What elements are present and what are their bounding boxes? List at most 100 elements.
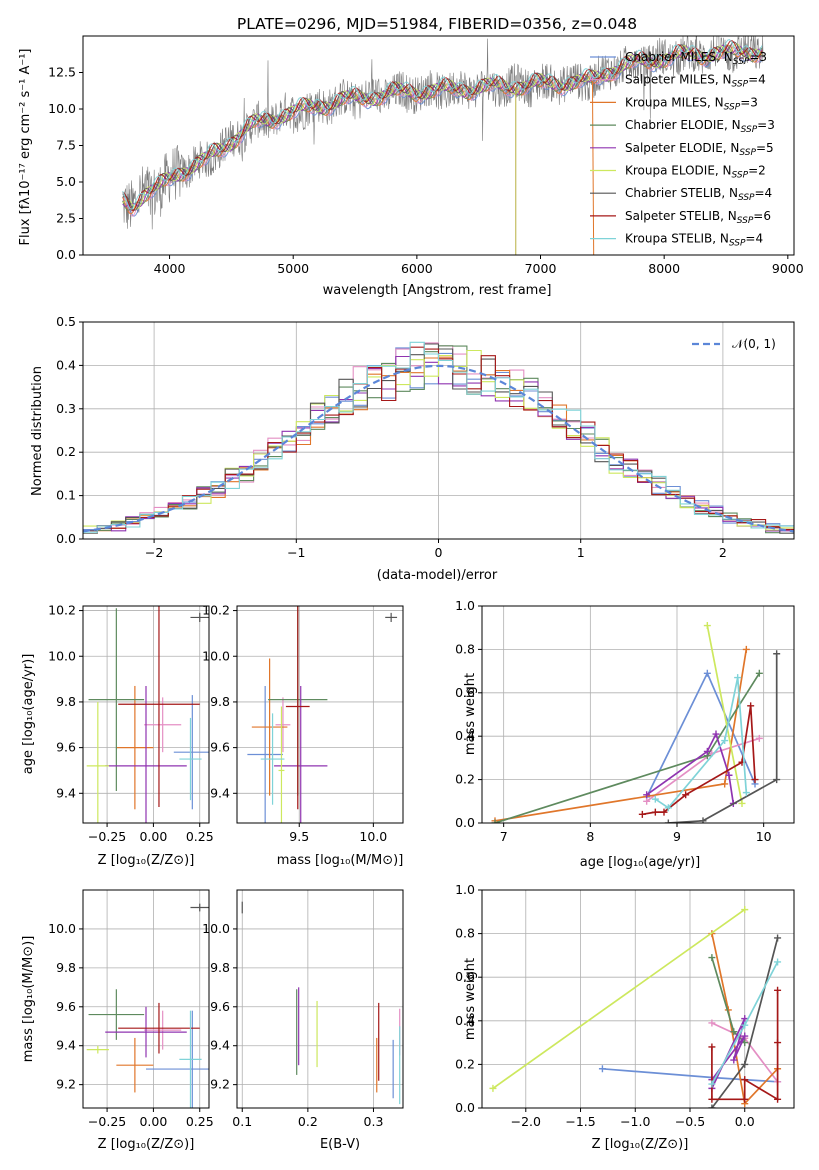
massweight-point-marker [651, 808, 659, 816]
massweight-vs-Z-panel: −2.0 −1.5 −1.0 −0.5 0.0 0.0 0.2 0.4 0.6 0.8 1.0 [455, 882, 795, 1129]
massweight-point-marker [703, 747, 711, 755]
y-tick-label: 9.8 [210, 694, 230, 709]
age-vs-Z-ylabel: age [log₁₀(age/yr)] [21, 654, 36, 775]
massweight-point-marker [638, 810, 646, 818]
y-tick-label: 0.2 [56, 444, 76, 459]
plot-content [86, 903, 209, 1108]
errorbar-salpeter_stelib [285, 606, 310, 810]
massweight-point-marker [741, 906, 749, 914]
x-tick-label: 10.0 [359, 829, 387, 844]
x-tick-label: 0.2 [298, 1114, 318, 1129]
massweight-point-marker [712, 730, 720, 738]
legend-entry-salpeter_stelib: Salpeter STELIB, NSSP=6 [625, 209, 771, 226]
x-tick-label: 7 [500, 829, 508, 844]
massweight-point-marker [708, 1043, 716, 1051]
x-tick-label: 0.0 [735, 1114, 755, 1129]
y-tick-label: 9.2 [56, 1077, 76, 1092]
axes-frame [82, 889, 210, 1109]
massweight-point-marker [741, 1021, 749, 1029]
massweight-point-marker [755, 669, 763, 677]
x-tick-label: 0.3 [364, 1114, 384, 1129]
grid [482, 889, 794, 1109]
spectrum-panel: 4000 5000 6000 7000 8000 9000 0.0 2.5 5.0 7.5 10.0… [48, 35, 804, 276]
y-tick-label: 0.6 [455, 685, 475, 700]
legend-entry-chabrier_miles: Chabrier MILES, NSSP=3 [625, 50, 767, 67]
plot-content [122, 36, 764, 255]
model-salpeter_stelib-line [122, 40, 763, 212]
x-tick-label: −2 [145, 545, 163, 560]
errorbar-salpeter_miles [144, 697, 182, 753]
age-vs-Z-xlabel: Z [log₁₀(Z/Z⊙)] [98, 853, 195, 868]
mass-vs-Z-ylabel: mass [log₁₀(M/M⊙)] [21, 936, 36, 1063]
plot-content [83, 341, 794, 535]
axes-frame [481, 605, 795, 824]
y-tick-label: 10.2 [202, 603, 230, 618]
massweight-point-marker [774, 934, 782, 942]
x-tick-label: 2 [719, 545, 727, 560]
age-vs-mass-xlabel: mass [log₁₀(M/M⊙)] [277, 853, 404, 868]
massweight-point-marker [773, 776, 781, 784]
massweight-salpeter_stelib-series [708, 986, 782, 1103]
massweight-point-marker [703, 669, 711, 677]
massweight-point-marker [598, 1065, 606, 1073]
x-tick-label: 8 [586, 829, 594, 844]
massweight-point-marker [664, 819, 672, 823]
y-tick-label: 2.5 [56, 211, 76, 226]
errorbar-kroupa_elodie [86, 701, 109, 823]
x-tick-label: 0.00 [139, 1114, 167, 1129]
spike-line [591, 81, 595, 255]
massweight-chabrier_elodie-series [708, 954, 749, 1047]
x-tick-label: 0 [435, 545, 443, 560]
legend-entry-salpeter_miles: Salpeter MILES, NSSP=4 [625, 73, 766, 90]
y-tick-label: 5.0 [56, 174, 76, 189]
grid [482, 605, 794, 824]
x-tick-label: 4000 [154, 261, 186, 276]
errorbar-kroupa_stelib [260, 713, 285, 805]
massweight-line [668, 653, 778, 823]
gaussian-reference-line [83, 364, 794, 533]
massweight-point-marker [708, 1019, 716, 1027]
y-tick-label: 0.8 [455, 641, 475, 656]
massweight-point-marker [741, 1076, 749, 1084]
errorbar-kroupa_stelib [179, 717, 202, 801]
errorbar-chabrier_elodie [88, 608, 145, 792]
legend-entry-gaussian: 𝒩(0, 1) [732, 337, 776, 351]
y-tick-label: 0.8 [455, 926, 475, 941]
massweight-point-marker [741, 1032, 749, 1040]
x-tick-label: −0.25 [88, 1114, 126, 1129]
massweight-point-marker [489, 1084, 497, 1092]
spectrum-title: PLATE=0296, MJD=51984, FIBERID=0356, z=0… [237, 15, 637, 33]
model-chabrier_stelib-line [122, 41, 763, 211]
spectrum-xlabel: wavelength [Angstrom, rest frame] [323, 283, 552, 298]
x-tick-label: 9 [673, 829, 681, 844]
x-tick-label: 8000 [648, 261, 680, 276]
x-tick-label: 5000 [277, 261, 309, 276]
massweight-line [642, 705, 756, 816]
massweight-point-marker [708, 1095, 716, 1103]
massweight-line [706, 625, 743, 804]
x-tick-label: 0.25 [186, 1114, 214, 1129]
massweight-kroupa_miles-series [491, 645, 750, 823]
legend-entry-kroupa_elodie: Kroupa ELODIE, NSSP=2 [625, 164, 766, 181]
y-tick-label: 0.6 [455, 969, 475, 984]
massweight-point-marker [708, 954, 716, 962]
errorbar-salpeter_elodie [274, 685, 328, 823]
y-tick-label: 1.0 [455, 882, 475, 897]
mass-vs-Z-xlabel: Z [log₁₀(Z/Z⊙)] [98, 1137, 195, 1152]
y-tick-label: 0.4 [455, 1013, 475, 1028]
massweight-point-marker [651, 795, 659, 803]
errorbar-kroupa_elodie [86, 1045, 109, 1054]
x-tick-label: −2.0 [511, 1114, 541, 1129]
massweight-point-marker [699, 817, 707, 823]
axes-frame [481, 889, 795, 1109]
massweight-point-marker [747, 702, 755, 710]
errorbar-kroupa_stelib [179, 1010, 202, 1108]
massweight-point-marker [660, 808, 668, 816]
legend-entry-chabrier_stelib: Chabrier STELIB, NSSP=4 [625, 186, 772, 203]
massweight-vs-Z-ylabel: mass weight [463, 958, 478, 1040]
massweight-point-marker [742, 645, 750, 653]
x-tick-label: −1.5 [565, 1114, 595, 1129]
axes-frame [236, 889, 404, 1109]
x-tick-label: 1 [577, 545, 585, 560]
